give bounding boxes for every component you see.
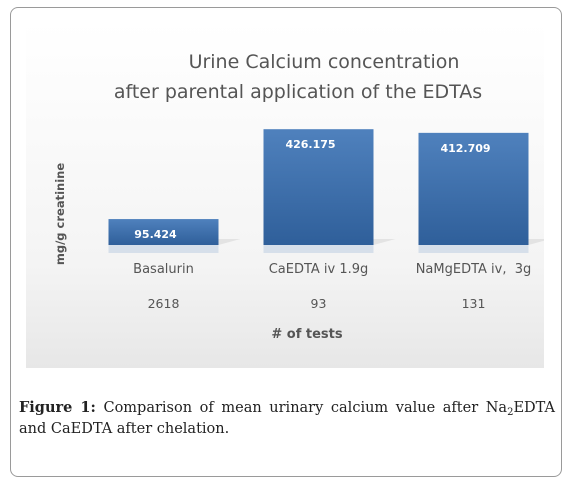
caption-text-1: Comparison of mean urinary calcium value… — [103, 400, 508, 416]
bar-reflection — [108, 245, 219, 253]
category-label-3: NaMgEDTA iv, 3g — [416, 262, 532, 277]
bar-reflection — [263, 245, 374, 253]
chart-title-line-2: after parental application of the EDTAs — [114, 81, 482, 103]
test-count-3: 131 — [462, 296, 486, 311]
caption-subscript: 2 — [507, 407, 514, 418]
data-label-3: 412.709 — [440, 142, 490, 155]
category-label-1: Basalurin — [133, 262, 194, 277]
chart-title-line-1: Urine Calcium concentration — [189, 51, 460, 73]
y-axis-label: mg/g creatinine — [53, 163, 67, 265]
test-count-1: 2618 — [148, 296, 180, 311]
x-axis-label: # of tests — [271, 327, 343, 342]
data-label-1: 95.424 — [134, 228, 177, 241]
caption-text-2: EDTA and CaEDTA after chelation. — [19, 400, 556, 437]
test-count-2: 93 — [311, 296, 327, 311]
bar-1 — [108, 219, 219, 245]
bar-chart: Urine Calcium concentration after parent… — [53, 51, 544, 342]
bar-2 — [263, 129, 374, 245]
figure-caption: Figure 1: Comparison of mean urinary cal… — [19, 397, 555, 440]
data-label-2: 426.175 — [285, 138, 335, 151]
bar-3 — [418, 132, 529, 245]
caption-label: Figure 1: — [19, 399, 96, 416]
category-label-2: CaEDTA iv 1.9g — [269, 262, 369, 277]
bar-reflection — [418, 245, 529, 253]
